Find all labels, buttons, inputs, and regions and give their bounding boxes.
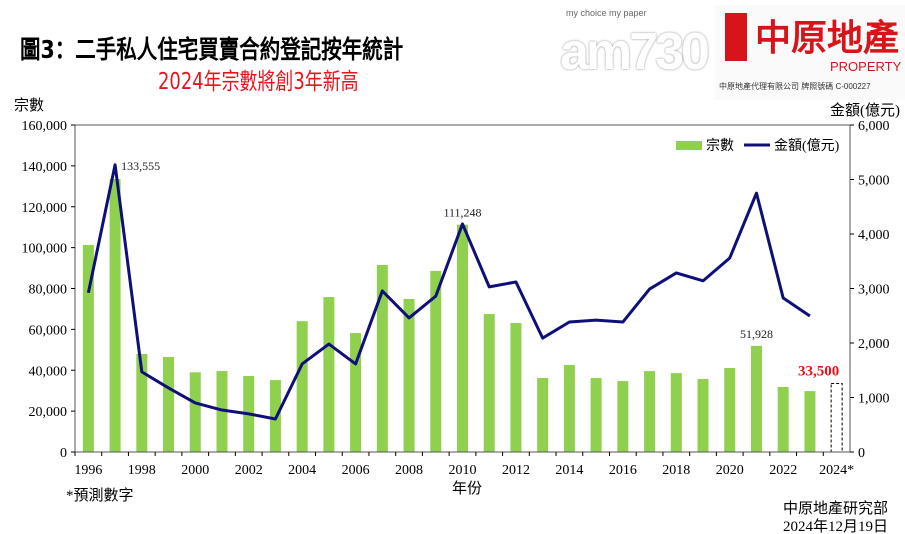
bar (590, 378, 602, 452)
data-label: 133,555 (121, 159, 160, 173)
watermark: am730 (560, 23, 710, 81)
amount-line (86, 163, 811, 421)
y-right-tick-label: 6,000 (858, 119, 890, 134)
logo-mark-icon (725, 13, 747, 61)
y-left-tick-label: 0 (60, 446, 67, 461)
bar (376, 264, 388, 452)
logo-license: 中原地產代理有限公司 牌照號碼 C-000227 (719, 82, 871, 91)
bar (697, 379, 709, 452)
y-left-tick-label: 60,000 (29, 323, 68, 338)
y-axis-right-label: 金額(億元) (830, 103, 900, 119)
bar (323, 297, 335, 452)
bar (777, 387, 789, 452)
x-tick-label: 1998 (128, 463, 156, 478)
bar (163, 356, 175, 452)
x-tick-label: 2022 (769, 463, 797, 478)
bar (136, 353, 148, 452)
x-tick-label: 2024* (819, 463, 854, 478)
x-tick-label: 2018 (662, 463, 690, 478)
y-left-tick-label: 40,000 (29, 364, 68, 379)
bar (403, 298, 415, 452)
bar (483, 314, 495, 452)
data-label: 33,500 (798, 364, 839, 380)
x-axis-label: 年份 (452, 481, 483, 497)
bar (296, 321, 308, 452)
y-right-tick-label: 4,000 (858, 228, 890, 243)
y-right-tick-label: 0 (858, 446, 865, 461)
centaline-logo: 中原地產 PROPERTY 中原地產代理有限公司 牌照號碼 C-000227 (715, 5, 905, 100)
chart-title: 圖3：二手私人住宅買賣合約登記按年統計 (20, 35, 404, 64)
bar (350, 333, 362, 452)
y-right-tick-label: 5,000 (858, 174, 890, 189)
legend-bar-label: 宗數 (706, 138, 734, 154)
bar (724, 368, 736, 452)
logo-brand: 中原地產 (755, 18, 900, 59)
x-tick-label: 2010 (449, 463, 477, 478)
x-tick-label: 2008 (395, 463, 423, 478)
bar (109, 179, 121, 452)
x-tick-label: 2002 (235, 463, 263, 478)
x-tick-label: 2020 (716, 463, 744, 478)
bar (430, 270, 442, 452)
y-left-tick-label: 20,000 (29, 405, 68, 420)
x-tick-label: 1996 (74, 463, 102, 478)
x-tick-label: 2016 (609, 463, 637, 478)
bar (457, 224, 468, 452)
x-tick-label: 2004 (288, 463, 316, 478)
bar (670, 373, 682, 452)
y-left-tick-label: 140,000 (22, 160, 68, 175)
y-left-tick-label: 100,000 (22, 242, 68, 257)
chart-subtitle: 2024年宗數將創3年新高 (158, 69, 359, 95)
data-label: 111,248 (443, 206, 481, 220)
bar (617, 381, 629, 452)
legend-line-label: 金額(億元) (774, 138, 840, 154)
bar (510, 323, 522, 452)
logo-english: PROPERTY (830, 59, 902, 74)
bar (189, 372, 201, 452)
y-left-tick-label: 120,000 (22, 201, 68, 216)
y-right-tick-label: 3,000 (858, 283, 890, 298)
bar (82, 244, 94, 452)
source: 中原地產研究部 (783, 501, 889, 517)
watermark-tag: my choice my paper (566, 8, 647, 18)
bar-estimate (830, 383, 843, 453)
footnote: *預測數字 (66, 488, 134, 504)
bar (644, 371, 656, 452)
legend-bar-swatch (676, 141, 702, 150)
bar (537, 378, 549, 452)
y-axis-left-label: 宗數 (14, 98, 45, 114)
x-tick-label: 2012 (502, 463, 530, 478)
y-left-tick-label: 80,000 (29, 283, 68, 298)
x-tick-label: 2014 (555, 463, 583, 478)
y-right-tick-label: 1,000 (858, 392, 890, 407)
x-tick-label: 2006 (342, 463, 370, 478)
bar (750, 345, 762, 452)
am730-watermark: my choice my paper am730 (560, 8, 710, 93)
data-label: 51,928 (740, 327, 773, 341)
y-left-tick-label: 160,000 (22, 119, 68, 134)
date: 2024年12月19日 (783, 519, 889, 534)
bar (563, 364, 575, 452)
x-tick-label: 2000 (181, 463, 209, 478)
y-right-tick-label: 2,000 (858, 337, 890, 352)
bar (804, 391, 816, 452)
